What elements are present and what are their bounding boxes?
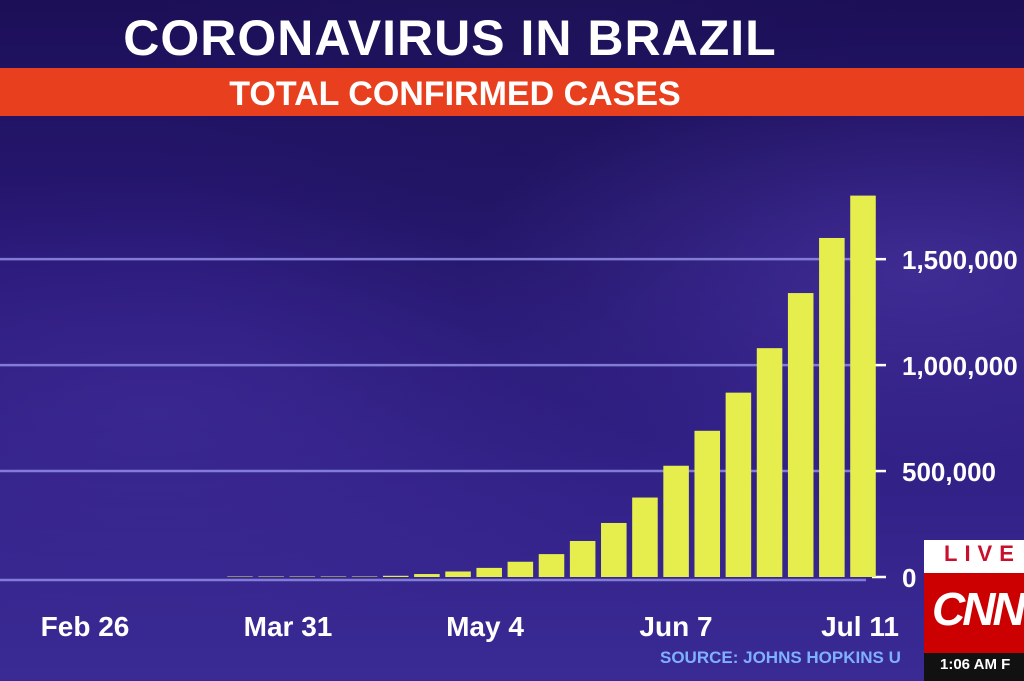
bar: [850, 195, 876, 577]
y-tick-label: 1,500,000: [902, 245, 1018, 275]
bar: [476, 567, 502, 577]
y-tick-label: 500,000: [902, 457, 996, 487]
time-label: 1:06 AM F: [940, 656, 1011, 673]
bar: [601, 522, 627, 577]
bar: [756, 348, 783, 577]
bar: [569, 540, 596, 577]
bar: [663, 465, 689, 577]
y-tick-label: 0: [902, 563, 916, 593]
x-tick-label: Jun 7: [639, 611, 712, 642]
chart-area: 0 500,000 1,000,000 1,500,000 Feb 26 Mar 31 Ma…: [0, 195, 1018, 642]
source-note: SOURCE: JOHNS HOPKINS U: [660, 648, 901, 667]
cnn-logo-box: [924, 573, 1024, 653]
live-label: LIVE: [944, 541, 1021, 566]
bar: [289, 576, 316, 577]
y-tick-label: 1,000,000: [902, 351, 1018, 381]
bar: [694, 430, 721, 577]
x-tick-label: Feb 26: [41, 611, 130, 642]
bar: [351, 576, 378, 577]
cnn-logo: CNN: [932, 583, 1024, 635]
bar: [632, 497, 658, 577]
chart-title: CORONAVIRUS IN BRAZIL: [123, 10, 777, 66]
x-tick-label: Jul 11: [821, 611, 899, 642]
x-tick-label: Mar 31: [244, 611, 333, 642]
bar: [445, 571, 471, 577]
x-tick-label: May 4: [446, 611, 524, 642]
bar: [320, 576, 347, 577]
live-badge: [924, 540, 1024, 573]
bar: [819, 237, 845, 578]
bar: [258, 576, 284, 577]
bar: [382, 575, 409, 577]
bar: [725, 392, 752, 577]
bar: [538, 554, 565, 577]
bar: [507, 561, 534, 577]
chart-subtitle: TOTAL CONFIRMED CASES: [229, 75, 681, 113]
subtitle-band: [0, 68, 1024, 116]
bar: [227, 576, 253, 577]
time-box: [924, 653, 1024, 681]
bar: [414, 574, 440, 577]
bar: [787, 293, 814, 577]
